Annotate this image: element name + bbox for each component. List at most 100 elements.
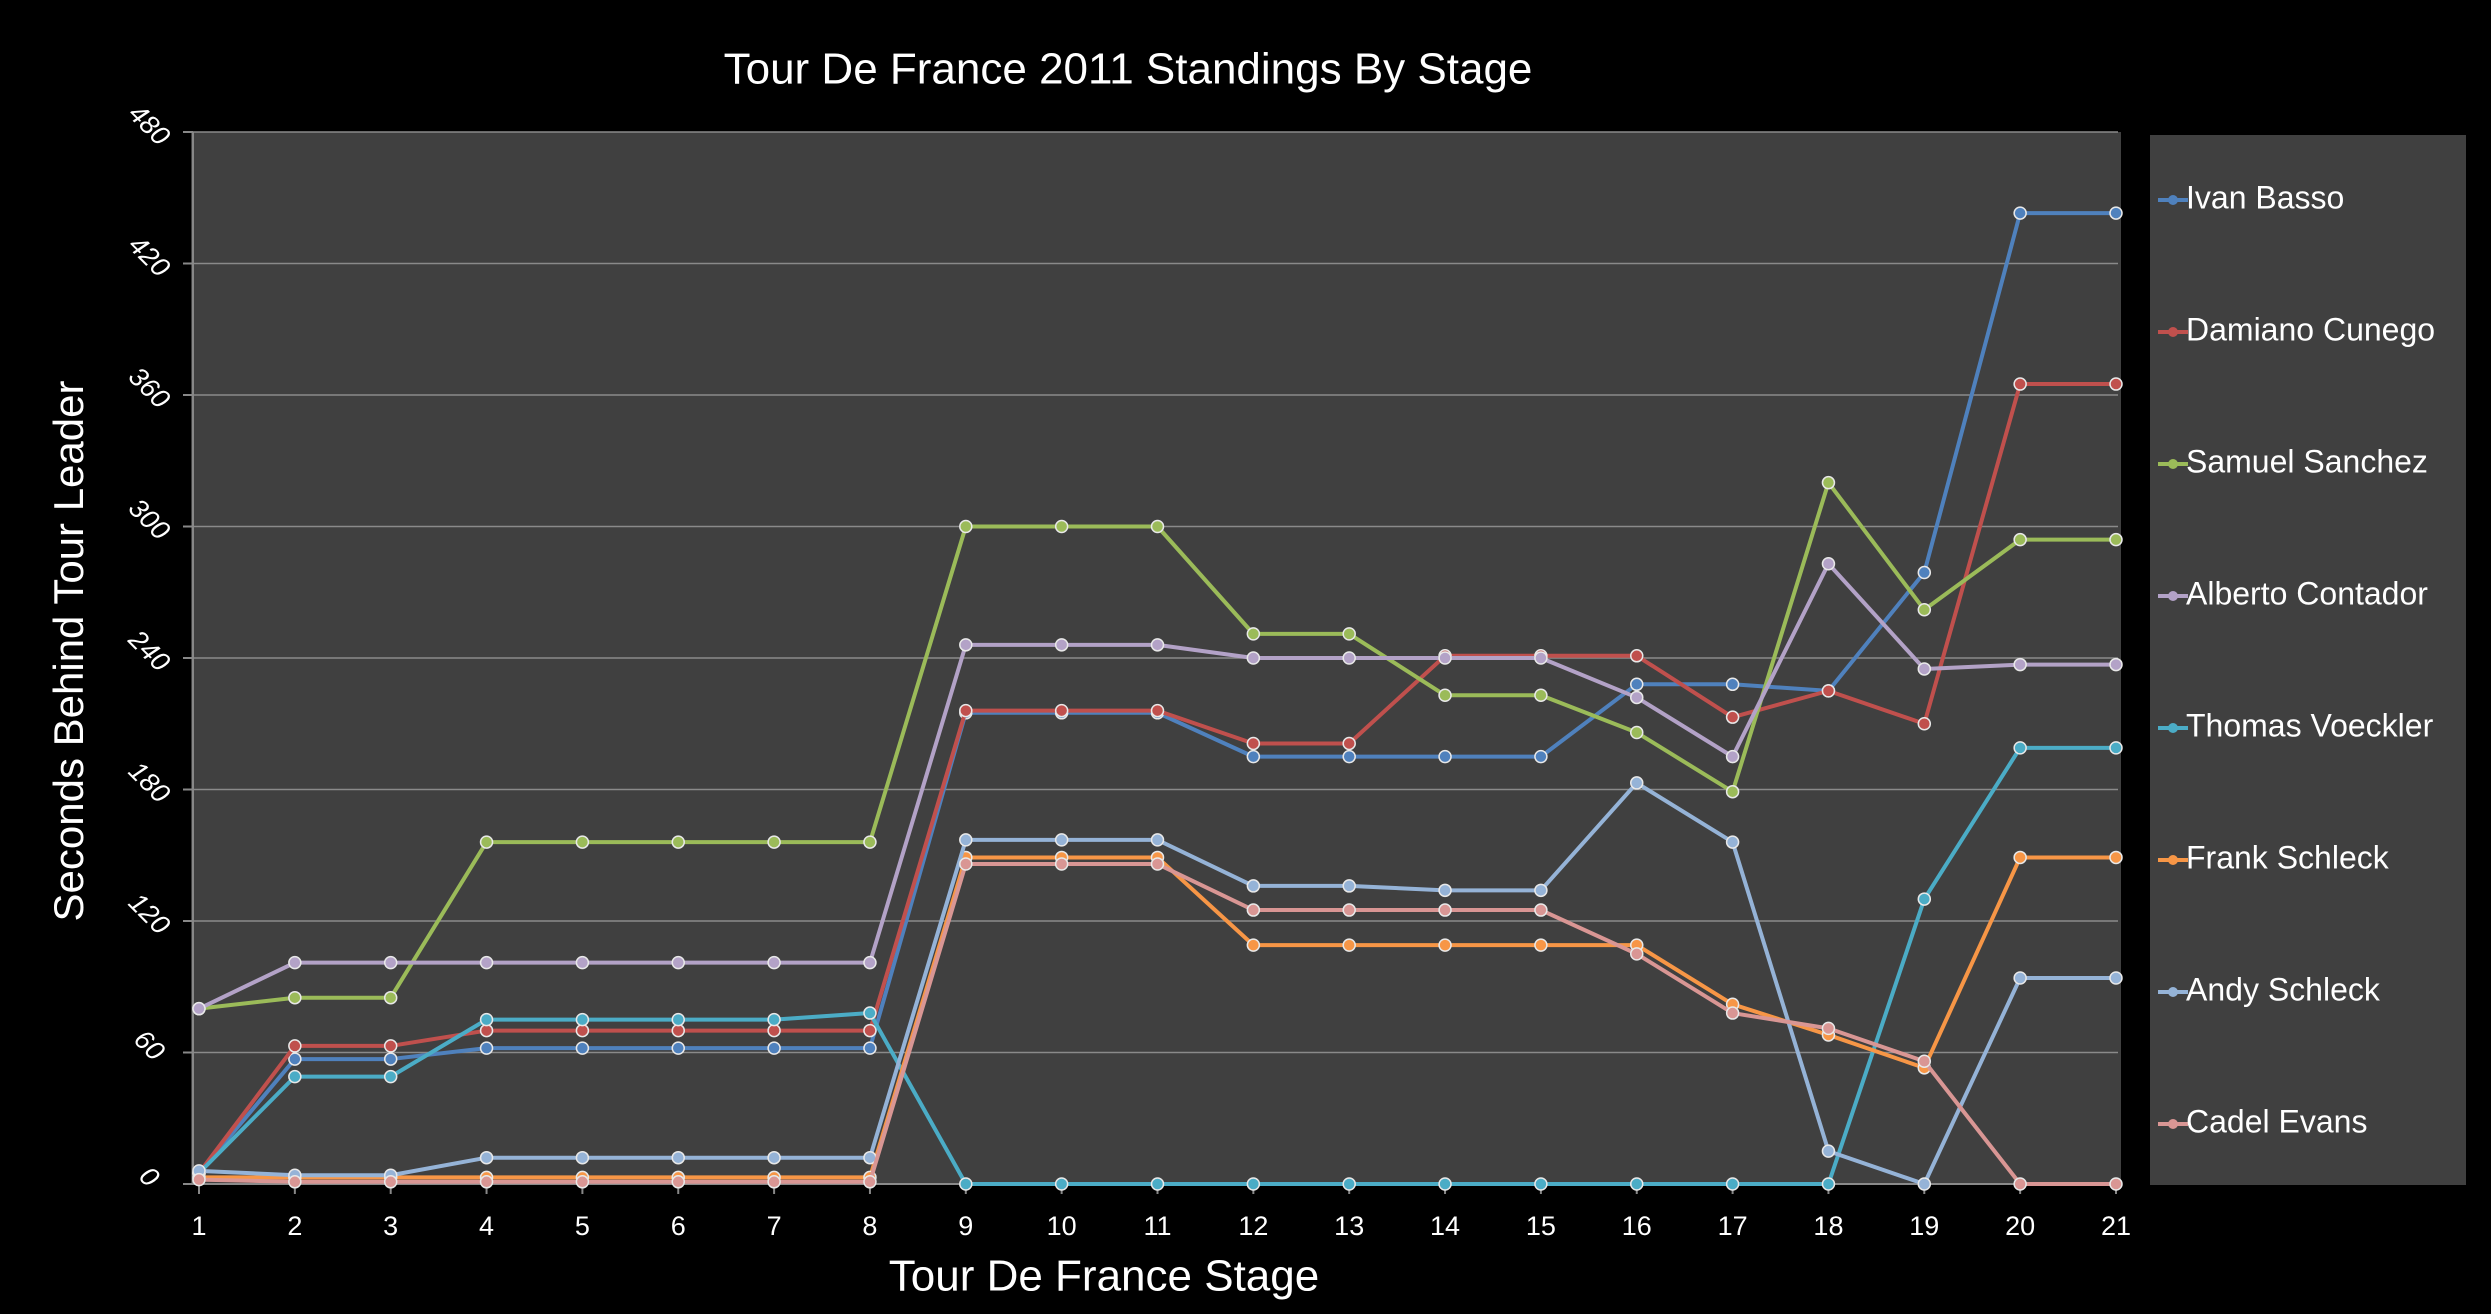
legend-label: Ivan Basso xyxy=(2186,179,2344,215)
legend-marker xyxy=(2168,327,2178,337)
x-tick-label: 6 xyxy=(671,1211,686,1241)
x-tick-label: 3 xyxy=(383,1211,398,1241)
legend-box xyxy=(2150,135,2466,1185)
data-point xyxy=(1342,749,1356,764)
legend-marker xyxy=(2168,459,2178,469)
data-point xyxy=(1630,690,1644,705)
data-point xyxy=(1534,749,1548,764)
data-point xyxy=(479,1023,494,1038)
data-point xyxy=(1630,677,1644,692)
data-point xyxy=(288,1052,302,1066)
data-point xyxy=(1630,1177,1644,1191)
data-point xyxy=(863,1041,877,1055)
data-point xyxy=(1534,688,1548,703)
x-tick-label: 21 xyxy=(2101,1211,2131,1241)
data-point xyxy=(1246,938,1261,952)
data-point xyxy=(1438,903,1452,917)
data-point xyxy=(1438,749,1452,764)
data-point xyxy=(383,1039,398,1053)
data-point xyxy=(1725,784,1740,799)
data-point xyxy=(1246,749,1261,764)
data-point xyxy=(2013,206,2027,220)
data-point xyxy=(383,955,398,970)
legend-label: Andy Schleck xyxy=(2186,971,2381,1007)
data-point xyxy=(1438,1177,1452,1191)
x-tick-label: 13 xyxy=(1334,1211,1364,1241)
x-tick-label: 2 xyxy=(287,1211,302,1241)
data-point xyxy=(671,1023,685,1038)
data-point xyxy=(671,835,685,849)
data-point xyxy=(1917,1177,1932,1191)
data-point xyxy=(671,1175,685,1189)
x-tick-label: 17 xyxy=(1718,1211,1748,1241)
legend-label: Frank Schleck xyxy=(2186,839,2390,875)
data-point xyxy=(1534,903,1548,917)
data-point xyxy=(1246,651,1261,665)
data-point xyxy=(1054,703,1069,718)
chart-title: Tour De France 2011 Standings By Stage xyxy=(724,45,1533,94)
data-point xyxy=(1342,651,1356,665)
data-point xyxy=(767,835,781,849)
data-point xyxy=(1821,684,1836,698)
data-point xyxy=(383,1052,398,1066)
x-tick-label: 1 xyxy=(191,1211,206,1241)
data-point xyxy=(767,1150,781,1165)
data-point xyxy=(1630,776,1644,790)
legend-marker xyxy=(2168,987,2178,997)
legend-label: Thomas Voeckler xyxy=(2186,707,2434,743)
data-point xyxy=(1630,725,1644,740)
data-point xyxy=(1342,879,1356,893)
data-point xyxy=(192,1172,206,1187)
data-point xyxy=(2013,850,2027,865)
data-point xyxy=(1534,1177,1548,1191)
data-point xyxy=(2109,850,2123,865)
data-point xyxy=(2013,657,2027,672)
data-point xyxy=(1821,1144,1836,1158)
data-point xyxy=(575,1175,590,1189)
x-tick-label: 19 xyxy=(1909,1211,1939,1241)
data-point xyxy=(2109,377,2123,391)
legend-marker xyxy=(2168,1119,2178,1129)
data-point xyxy=(1342,627,1356,641)
x-tick-label: 15 xyxy=(1526,1211,1556,1241)
data-point xyxy=(575,1012,590,1027)
x-tick-label: 4 xyxy=(479,1211,494,1241)
data-point xyxy=(1917,892,1932,906)
x-tick-label: 9 xyxy=(958,1211,973,1241)
data-point xyxy=(671,1150,685,1165)
data-point xyxy=(767,1175,781,1189)
data-point xyxy=(1150,857,1165,871)
data-point xyxy=(959,519,973,534)
data-point xyxy=(767,955,781,970)
y-axis-title: Seconds Behind Tour Leader xyxy=(45,381,92,922)
data-point xyxy=(2013,1177,2027,1191)
legend-marker xyxy=(2168,855,2178,865)
data-point xyxy=(1534,651,1548,665)
data-point xyxy=(383,1069,398,1084)
data-point xyxy=(863,1175,877,1189)
data-point xyxy=(575,1023,590,1038)
data-point xyxy=(1054,1177,1069,1191)
data-point xyxy=(1725,677,1740,692)
data-point xyxy=(1246,903,1261,917)
data-point xyxy=(1054,519,1069,534)
data-point xyxy=(1054,833,1069,847)
data-point xyxy=(1438,938,1452,952)
data-point xyxy=(575,955,590,970)
data-point xyxy=(479,1150,494,1165)
data-point xyxy=(959,703,973,718)
data-point xyxy=(1246,627,1261,641)
data-point xyxy=(2109,657,2123,672)
legend-marker xyxy=(2168,195,2178,205)
data-point xyxy=(1438,651,1452,665)
data-point xyxy=(959,857,973,871)
data-point xyxy=(1821,475,1836,490)
data-point xyxy=(2013,741,2027,755)
legend-marker xyxy=(2168,591,2178,601)
data-point xyxy=(1821,1021,1836,1036)
data-point xyxy=(1630,649,1644,663)
data-point xyxy=(288,1039,302,1053)
data-point xyxy=(1150,703,1165,718)
data-point xyxy=(2013,377,2027,391)
data-point xyxy=(383,1175,398,1189)
